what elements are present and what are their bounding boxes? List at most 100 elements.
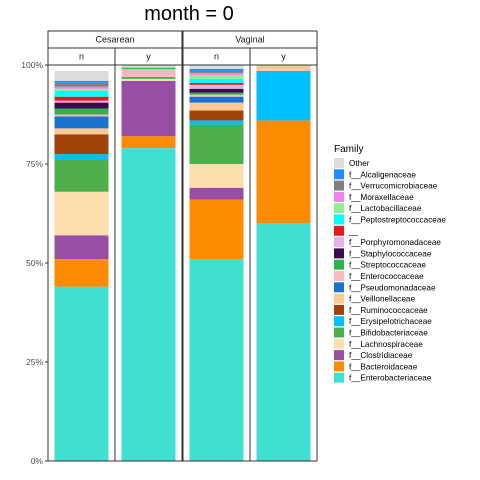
- legend-label-f-peptostreptococcaceae: f__Peptostreptococcaceae: [349, 216, 446, 225]
- bar-segment-vaginal-n-f-lachnospiraceae: [189, 164, 244, 188]
- bar-segment-vaginal-n-f-enterococcaceae: [189, 94, 244, 97]
- legend-label-f-clostridiaceae: f__Clostridiaceae: [349, 351, 413, 360]
- bar-segment-vaginal-n-f-pseudomonadaceae: [189, 96, 244, 103]
- legend-label-f-lactobacillaceae: f__Lactobacillaceae: [349, 204, 422, 213]
- legend-label-f-erysipelotrichaceae: f__Erysipelotrichaceae: [349, 317, 432, 326]
- bar-segment-cesarean-y-f-bifidobacteriaceae: [121, 76, 176, 79]
- bar-segment-cesarean-n-f-staphylococcaceae: [54, 102, 109, 109]
- plot-panels: [47, 64, 318, 462]
- facet-label-cesarean: Cesarean: [95, 35, 134, 45]
- legend-label-f-veillonellaceae: f__Veillonellaceae: [349, 295, 415, 304]
- bar-vaginal-y: [256, 65, 311, 461]
- bar-segment-vaginal-n-f-staphylococcaceae: [189, 88, 244, 93]
- bar-segment-cesarean-y-f-lachnospiraceae: [121, 78, 176, 81]
- legend-label-f-streptococcaceae: f__Streptococcaceae: [349, 261, 426, 270]
- legend-label-unnamed: __: [348, 227, 359, 236]
- legend-swatch-f-clostridiaceae: [334, 350, 344, 361]
- legend-swatch-f-erysipelotrichaceae: [334, 316, 344, 327]
- bar-segment-vaginal-n-f-clostridiaceae: [189, 187, 244, 200]
- legend-label-f-verrucomicrobiaceae: f__Verrucomicrobiaceae: [349, 182, 438, 191]
- bar-segment-vaginal-n-f-bacteroidaceae: [189, 199, 244, 260]
- bar-vaginal-n: [189, 65, 244, 461]
- legend-swatch-f-enterococcaceae: [334, 271, 344, 281]
- panel-border-cesarean-y: [114, 64, 183, 462]
- legend-label-f-enterococcaceae: f__Enterococcaceae: [349, 272, 424, 281]
- bar-segment-vaginal-y-f-veillonellaceae: [256, 65, 311, 71]
- bar-segment-vaginal-n-f-bifidobacteriaceae: [189, 124, 244, 164]
- bar-segment-cesarean-y-f-lactobacillaceae: [121, 66, 176, 68]
- bar-segment-vaginal-n-f-lactobacillaceae: [189, 74, 244, 79]
- legend-swatch-f-staphylococcaceae: [334, 248, 344, 259]
- legend-swatch-unnamed: [334, 225, 344, 236]
- legend-swatch-f-bifidobacteriaceae: [334, 327, 344, 338]
- y-tick-label: 50%: [26, 258, 43, 268]
- facet-label-vaginal: Vaginal: [235, 35, 264, 45]
- y-tick-label: 100%: [21, 60, 43, 70]
- bar-segment-vaginal-n-f-porphyromonadaceae: [189, 84, 244, 89]
- subfacet-label-cesarean-n: n: [79, 52, 84, 62]
- bar-segment-vaginal-y-f-enterobacteriaceae: [256, 223, 311, 461]
- legend-label-f-moraxellaceae: f__Moraxellaceae: [349, 193, 414, 202]
- bar-segment-cesarean-n-f-lactobacillaceae: [54, 88, 109, 91]
- bar-segment-cesarean-n-f-enterobacteriaceae: [54, 286, 109, 461]
- legend: Family Other f__Alcaligenaceae f__Verrucomi…: [334, 144, 446, 383]
- bar-segment-vaginal-n-f-erysipelotrichaceae: [189, 120, 244, 125]
- bar-segment-vaginal-n-f-streptococcaceae: [189, 92, 244, 95]
- y-tick-label: 25%: [26, 357, 43, 367]
- bar-segment-cesarean-n-f-lachnospiraceae: [54, 191, 109, 236]
- legend-swatch-f-ruminococcaceae: [334, 304, 344, 315]
- bar-segment-cesarean-n-f-ruminococcaceae: [54, 134, 109, 155]
- bar-segment-cesarean-n-f-bacteroidaceae: [54, 259, 109, 287]
- panel-border-vaginal-y: [249, 64, 318, 462]
- legend-label-f-bifidobacteriaceae: f__Bifidobacteriaceae: [349, 329, 428, 338]
- legend-label-other: Other: [349, 159, 370, 168]
- bar-segment-cesarean-n-f-enterococcaceae: [54, 114, 109, 117]
- bar-segment-cesarean-n-f-streptococcaceae: [54, 108, 109, 115]
- legend-swatch-f-enterobacteriaceae: [334, 372, 344, 383]
- bar-segment-vaginal-n-f-enterobacteriaceae: [189, 259, 244, 461]
- chart-title: month = 0: [144, 3, 234, 25]
- bar-segment-cesarean-n-f-alcaligenaceae: [54, 80, 109, 83]
- legend-swatch-f-verrucomicrobiaceae: [334, 180, 344, 191]
- bar-segment-cesarean-n-unnamed: [54, 96, 109, 101]
- legend-swatch-f-peptostreptococcaceae: [334, 214, 344, 225]
- legend-label-f-pseudomonadaceae: f__Pseudomonadaceae: [349, 283, 436, 292]
- y-tick-label: 0%: [31, 456, 44, 466]
- bar-segment-vaginal-n-f-alcaligenaceae: [189, 68, 244, 71]
- legend-swatch-f-alcaligenaceae: [334, 169, 344, 180]
- y-axis: 0% 25% 50% 75% 100%: [21, 60, 48, 466]
- bar-cesarean-n: [54, 70, 109, 461]
- bar-segment-cesarean-n-f-peptostreptococcaceae: [54, 90, 109, 97]
- legend-swatch-f-bacteroidaceae: [334, 361, 344, 372]
- bar-segment-vaginal-n-other: [189, 65, 244, 69]
- bar-segment-cesarean-n-f-clostridiaceae: [54, 235, 109, 260]
- legend-swatch-f-pseudomonadaceae: [334, 282, 344, 293]
- legend-label-f-ruminococcaceae: f__Ruminococcaceae: [349, 306, 428, 315]
- bar-segment-cesarean-n-other: [54, 70, 109, 81]
- bar-segment-cesarean-y-f-streptococcaceae: [121, 67, 176, 69]
- legend-swatch-f-moraxellaceae: [334, 191, 344, 202]
- bar-cesarean-y: [121, 65, 176, 461]
- legend-swatch-f-streptococcaceae: [334, 259, 344, 270]
- bar-segment-vaginal-n-f-verrucomicrobiaceae: [189, 70, 244, 73]
- legend-title: Family: [334, 144, 363, 155]
- subfacet-label-vaginal-y: y: [281, 52, 286, 62]
- legend-swatch-other: [334, 158, 344, 168]
- legend-label-f-staphylococcaceae: f__Staphylococcaceae: [349, 249, 432, 258]
- legend-label-f-alcaligenaceae: f__Alcaligenaceae: [349, 170, 416, 179]
- legend-swatch-f-lactobacillaceae: [334, 203, 344, 214]
- legend-label-f-enterobacteriaceae: f__Enterobacteriaceae: [349, 374, 432, 383]
- legend-swatch-f-porphyromonadaceae: [334, 237, 344, 248]
- bar-segment-cesarean-n-f-bifidobacteriaceae: [54, 160, 109, 192]
- bar-segment-cesarean-n-f-verrucomicrobiaceae: [54, 82, 109, 87]
- bar-segment-vaginal-n-f-ruminococcaceae: [189, 110, 244, 121]
- bar-segment-vaginal-y-f-erysipelotrichaceae: [256, 70, 311, 121]
- y-tick-label: 75%: [26, 159, 43, 169]
- legend-swatch-f-veillonellaceae: [334, 293, 344, 304]
- bar-segment-cesarean-n-f-erysipelotrichaceae: [54, 154, 109, 161]
- bar-segment-cesarean-y-f-clostridiaceae: [121, 80, 176, 137]
- bar-segment-vaginal-y-f-bacteroidaceae: [256, 120, 311, 224]
- bar-segment-cesarean-n-f-pseudomonadaceae: [54, 116, 109, 129]
- bar-segment-cesarean-y-other: [121, 65, 176, 67]
